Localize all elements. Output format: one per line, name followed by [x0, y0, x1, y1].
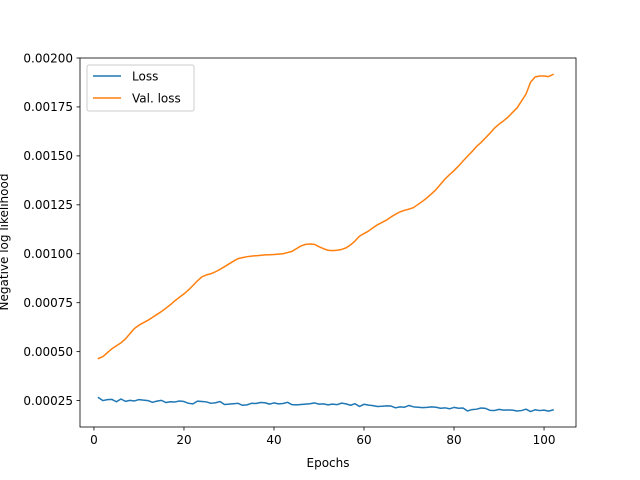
- x-tick-label: 40: [266, 433, 281, 447]
- series-line-loss: [97, 396, 554, 413]
- y-tick-label: 0.00150: [23, 149, 73, 163]
- y-tick-label: 0.00200: [23, 51, 73, 65]
- y-tick-label: 0.00075: [23, 296, 73, 310]
- y-tick-label: 0.00050: [23, 345, 73, 359]
- x-axis: 0 20 40 60 80 100: [90, 427, 555, 447]
- legend: Loss Val. loss: [86, 64, 195, 112]
- y-tick-label: 0.00100: [23, 247, 73, 261]
- series-line-val-loss: [97, 73, 555, 360]
- x-tick-label: 20: [176, 433, 191, 447]
- plot-frame: [79, 57, 577, 428]
- y-tick-label: 0.00125: [23, 198, 73, 212]
- plot-area: [80, 58, 576, 427]
- x-tick-label: 100: [533, 433, 556, 447]
- x-tick-label: 80: [446, 433, 461, 447]
- y-tick-label: 0.00025: [23, 394, 73, 408]
- y-tick-label: 0.00175: [23, 100, 73, 114]
- x-tick-label: 60: [356, 433, 371, 447]
- legend-label-val-loss: Val. loss: [132, 92, 181, 106]
- legend-label-loss: Loss: [132, 70, 158, 84]
- series-layer: [97, 73, 555, 413]
- y-axis: 0.00025 0.00050 0.00075 0.00100 0.00125 0.001…: [23, 51, 80, 408]
- y-axis-label: Negative log likelihood: [0, 174, 11, 311]
- x-tick-label: 0: [90, 433, 98, 447]
- x-axis-label: Epochs: [307, 456, 350, 470]
